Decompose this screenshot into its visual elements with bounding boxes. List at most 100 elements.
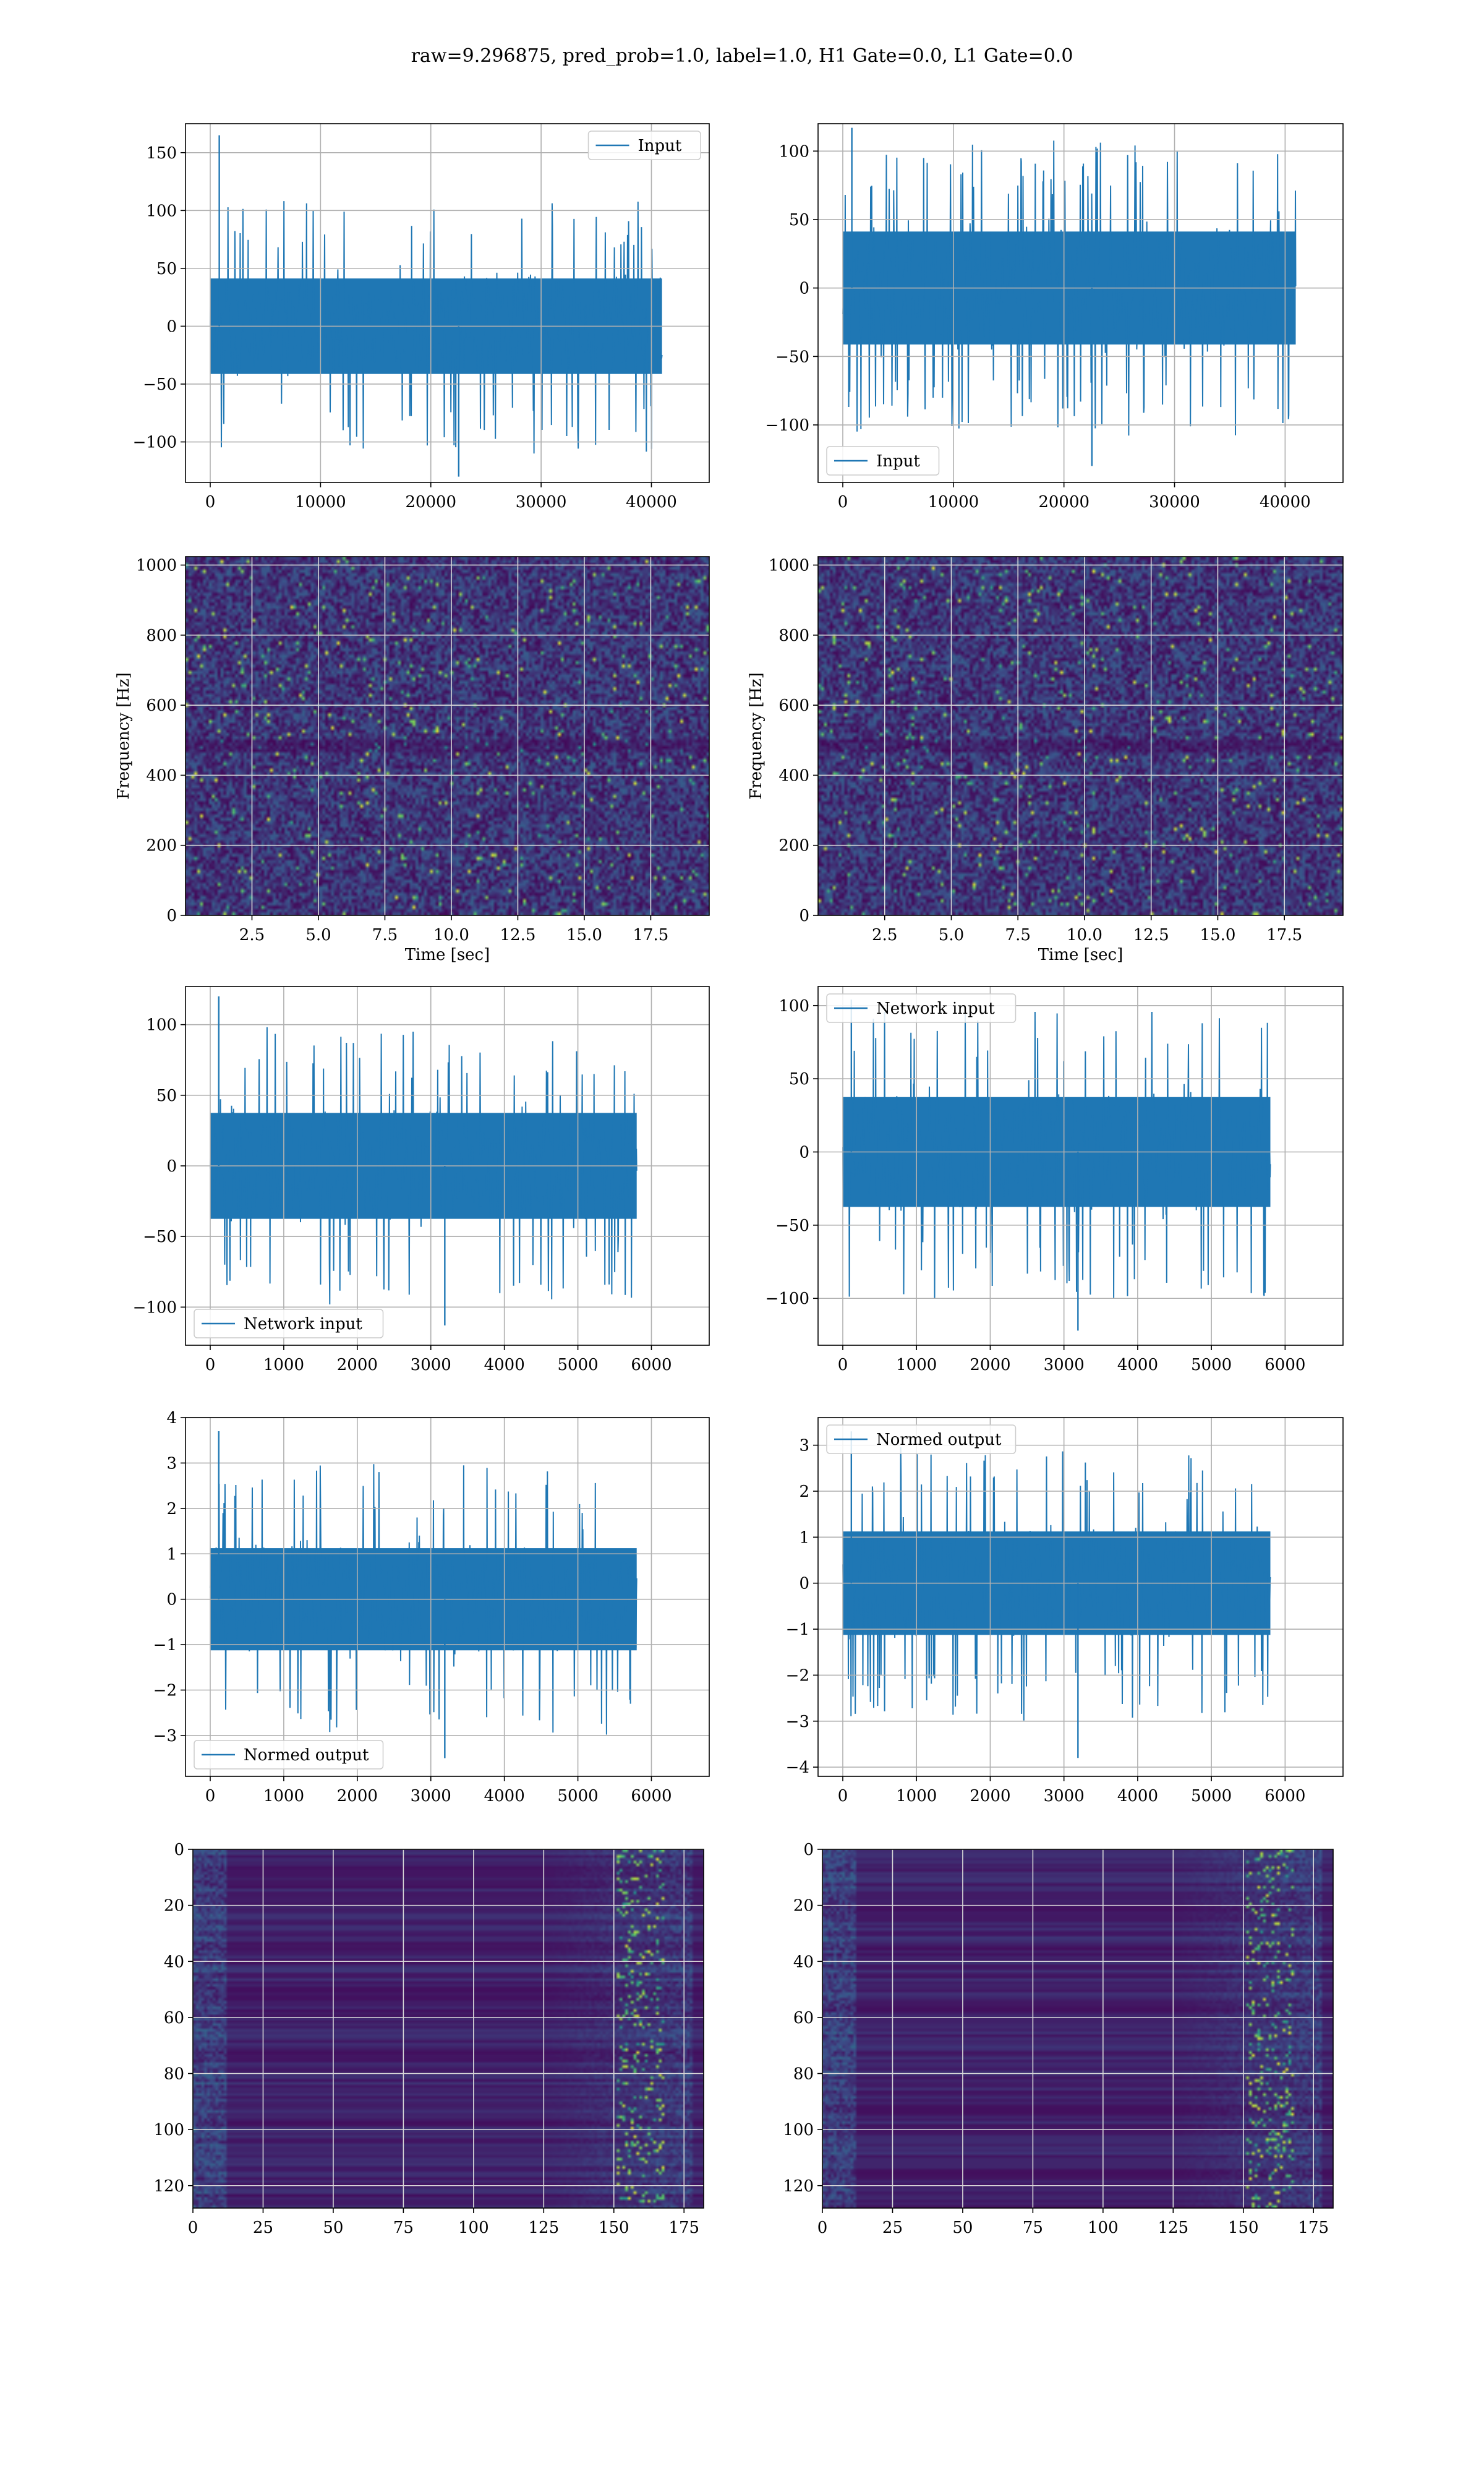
x-tick-label: 25 [882,2219,903,2237]
y-tick-label: −3 [153,1727,177,1745]
y-tick-label: −50 [143,1228,177,1246]
grid [818,1418,1343,1776]
y-tick-label: 600 [146,696,177,715]
y-tick-label: −100 [133,434,177,452]
x-tick-label: 6000 [631,1356,672,1374]
x-tick-label: 6000 [1264,1356,1305,1374]
x-tick-label: 3000 [1044,1356,1085,1374]
y-tick-label: 60 [793,2009,814,2027]
x-tick-label: 2000 [337,1787,378,1805]
x-tick-label: 10.0 [1067,926,1102,944]
x-tick-label: 5000 [1191,1787,1232,1805]
x-tick-label: 125 [1158,2219,1188,2237]
legend: Network input [194,1309,384,1338]
x-tick-label: 10.0 [433,926,469,944]
axes-frame [185,1417,710,1777]
legend-box [194,1309,384,1338]
x-tick-label: 10000 [927,493,979,511]
x-tick-label: 4000 [1117,1787,1158,1805]
y-tick-label: 0 [799,280,809,298]
y-tick-label: −50 [143,375,177,394]
y-tick-label: −1 [786,1620,809,1639]
x-tick-label: 6000 [1264,1787,1305,1805]
feature-map-image [822,1849,1333,2208]
x-tick-label: 4000 [484,1356,525,1374]
legend-label: Normed output [244,1746,369,1765]
y-tick-label: 0 [803,1841,814,1859]
panel-l1-network-input: 0 1000 2000 3000 4000 5000 6000 −100 −50 0 50 100 Ne… [765,986,1344,1374]
legend-box [194,1740,384,1770]
y-tick-label: 400 [778,766,809,785]
x-tick-label: 3000 [411,1787,451,1805]
x-tick-label: 5000 [557,1787,598,1805]
axes-frame [185,986,710,1346]
y-tick-label: −50 [775,1217,809,1235]
x-tick-label: 0 [817,2219,828,2237]
legend-label: Network input [244,1315,362,1333]
y-tick-label: 50 [156,1087,177,1105]
x-tick-label: 2.5 [872,926,897,944]
x-tick-label: 25 [253,2219,273,2237]
y-tick-label: 50 [789,211,809,229]
axes-frame [185,123,710,483]
legend: Normed output [826,1424,1017,1454]
y-tick-label: 3 [166,1454,177,1473]
axes-frame [822,1849,1334,2209]
x-tick-label: 2000 [970,1356,1010,1374]
y-tick-label: 1 [799,1528,809,1547]
x-tick-label: 50 [952,2219,973,2237]
x-tick-label: 100 [458,2219,489,2237]
x-tick-label: 5000 [1191,1356,1232,1374]
x-tick-label: 4000 [1117,1356,1158,1374]
x-tick-label: 1000 [896,1356,937,1374]
y-tick-label: 100 [783,2121,814,2139]
x-tick-label: 1000 [896,1787,937,1805]
y-tick-label: 800 [778,627,809,645]
y-tick-label: 40 [793,1953,814,1971]
legend-box [826,1424,1017,1454]
legend: Input [587,131,701,160]
feature-map-image [193,1849,704,2208]
y-tick-label: 0 [799,1575,809,1593]
y-tick-label: −100 [765,1290,809,1308]
legend: Network input [826,993,1017,1023]
legend-box [587,131,701,160]
y-tick-label: 200 [778,837,809,855]
x-tick-label: 2000 [337,1356,378,1374]
x-tick-label: 10000 [295,493,346,511]
y-tick-label: 100 [778,142,809,161]
x-tick-label: 0 [205,1356,216,1374]
x-tick-label: 1000 [263,1356,304,1374]
panel-h1-network-input: 0 1000 2000 3000 4000 5000 6000 −100 −50 0 50 100 Ne… [133,986,710,1374]
y-axis-label: Frequency [Hz] [114,672,133,800]
y-tick-label: −100 [765,416,809,435]
x-tick-label: 12.5 [1133,926,1169,944]
y-tick-label: 100 [153,2121,184,2139]
y-tick-label: 400 [146,766,177,785]
x-tick-label: 0 [205,1787,216,1805]
signal-line [842,140,1297,436]
figure-title: raw=9.296875, pred_prob=1.0, label=1.0, … [411,45,1073,67]
legend-label: Normed output [876,1431,1002,1449]
y-tick-label: −2 [153,1682,177,1700]
x-tick-label: 0 [205,493,216,511]
x-tick-label: 3000 [1044,1787,1085,1805]
x-tick-label: 5000 [557,1356,598,1374]
y-tick-label: −100 [133,1298,177,1317]
axes-frame [817,123,1344,483]
legend-label: Input [638,137,682,155]
x-tick-label: 75 [1023,2219,1043,2237]
x-tick-label: 0 [188,2219,198,2237]
axes-frame [192,1849,704,2209]
x-tick-label: 12.5 [500,926,535,944]
y-tick-label: 150 [146,144,177,163]
y-tick-label: 50 [156,260,177,278]
panel-l1-normed-output: 0 1000 2000 3000 4000 5000 6000 −4 −3 −2 −1 0 1 2 3 Nor… [786,1417,1344,1805]
x-tick-label: 5.0 [939,926,964,944]
x-tick-label: 1000 [263,1787,304,1805]
y-tick-label: −3 [786,1713,809,1731]
x-tick-label: 30000 [516,493,567,511]
signal-line [210,1027,638,1305]
panel-h1-feature-map: 0 25 50 75 100 125 150 175 0 20 40 60 80 100 120 [153,1841,704,2237]
